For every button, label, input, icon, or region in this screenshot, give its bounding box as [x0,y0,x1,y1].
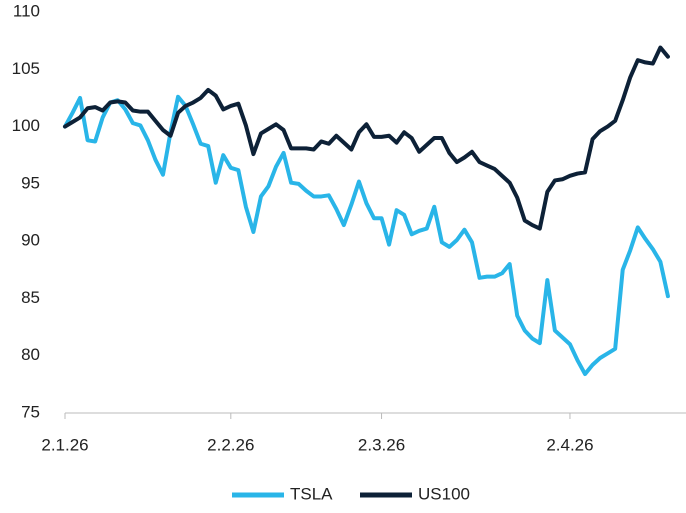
y-tick-label: 100 [12,116,40,135]
legend-label: TSLA [290,484,333,503]
y-tick-label: 80 [21,345,40,364]
series-line [63,45,670,231]
y-tick-label: 105 [12,59,40,78]
y-tick-label: 75 [21,402,40,421]
legend-label: US100 [418,484,470,503]
y-tick-label: 95 [21,173,40,192]
series-line [63,94,670,377]
y-tick-label: 85 [21,288,40,307]
x-tick-label: 2.4.26 [546,435,593,454]
x-tick-label: 2.1.26 [41,435,88,454]
x-tick-label: 2.2.26 [207,435,254,454]
x-tick-label: 2.3.26 [358,435,405,454]
y-tick-label: 110 [13,1,40,20]
y-tick-label: 90 [21,231,40,250]
